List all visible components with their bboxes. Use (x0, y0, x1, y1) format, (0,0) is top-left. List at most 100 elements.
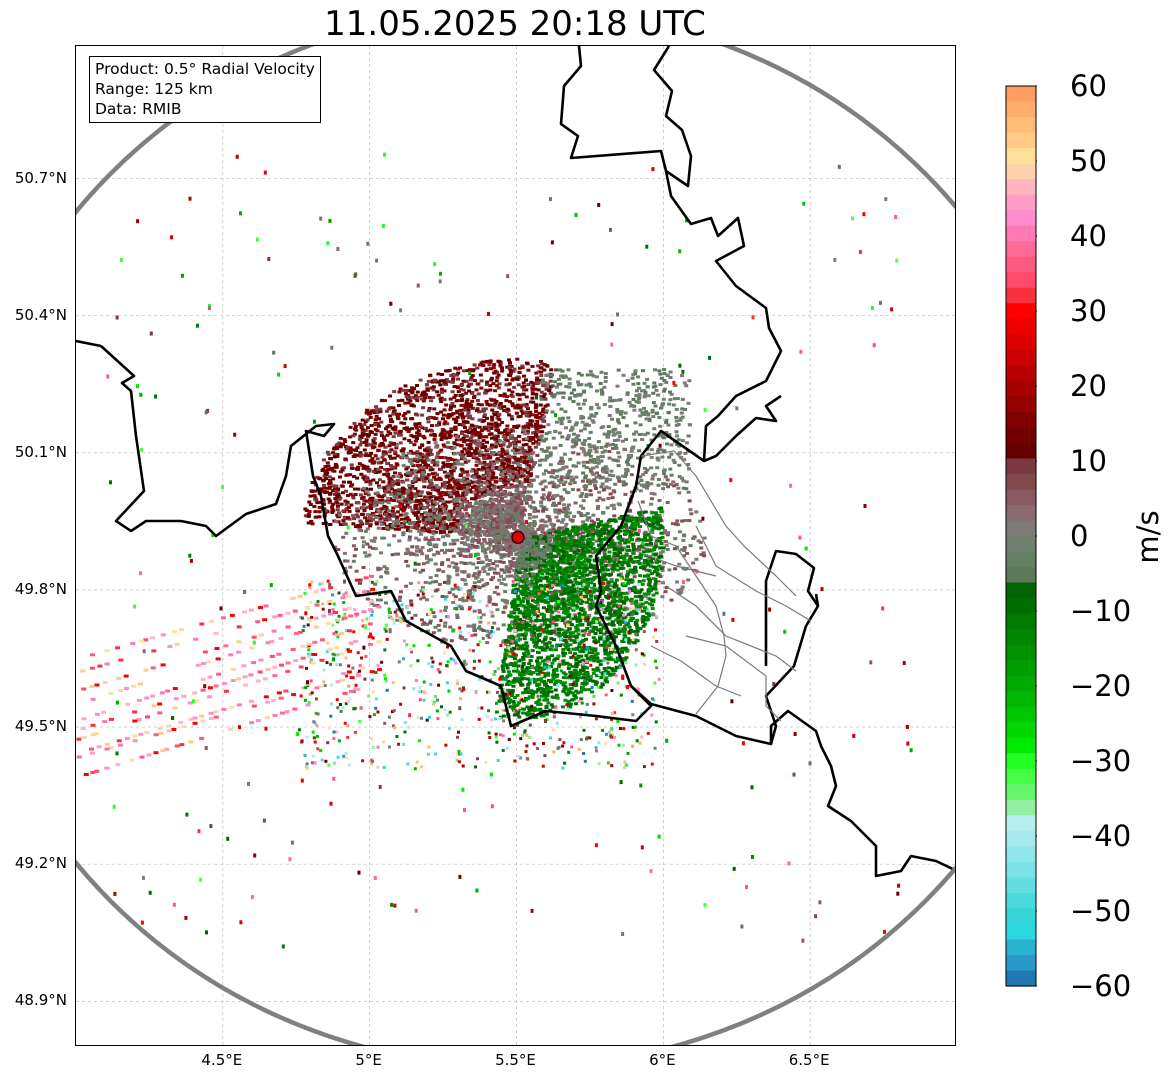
echo-pixel (476, 392, 481, 396)
echo-pixel (432, 461, 437, 465)
echo-pixel (480, 508, 485, 512)
echo-pixel (539, 436, 544, 440)
echo-pixel (525, 460, 530, 464)
echo-pixel (430, 472, 435, 476)
echo-pixel (564, 509, 569, 513)
echo-pixel (495, 545, 500, 548)
echo-pixel (473, 451, 478, 455)
echo-pixel (597, 474, 602, 478)
echo-pixel (412, 457, 417, 461)
echo-pixel (495, 460, 499, 464)
echo-pixel (425, 521, 430, 525)
echo-pixel (458, 412, 463, 416)
echo-pixel (506, 465, 511, 468)
echo-pixel (441, 535, 445, 539)
echo-pixel (526, 426, 531, 430)
echo-pixel (530, 419, 535, 423)
echo-pixel (528, 522, 533, 526)
echo-pixel (446, 577, 451, 581)
echo-pixel (567, 637, 572, 641)
echo-pixel (379, 575, 384, 579)
echo-pixel (625, 469, 630, 473)
echo-pixel (658, 575, 663, 578)
echo-pixel (587, 614, 592, 617)
echo-pixel (404, 454, 409, 458)
echo-pixel (376, 567, 381, 571)
echo-pixel (604, 477, 609, 481)
echo-pixel (492, 434, 497, 438)
echo-pixel (456, 508, 461, 511)
echo-pixel (435, 588, 440, 592)
echo-pixel (473, 544, 478, 548)
echo-pixel (325, 461, 330, 465)
echo-pixel (468, 589, 472, 593)
echo-pixel (379, 523, 384, 526)
echo-pixel (433, 477, 438, 481)
echo-pixel (668, 370, 673, 374)
echo-pixel (479, 429, 484, 433)
echo-pixel (446, 445, 451, 449)
echo-pixel (315, 475, 320, 479)
echo-pixel (543, 404, 548, 408)
echo-pixel (425, 629, 430, 633)
echo-pixel (408, 551, 413, 555)
echo-pixel (429, 558, 433, 562)
echo-pixel (595, 471, 599, 475)
echo-pixel (391, 506, 396, 510)
echo-pixel (520, 519, 525, 523)
echo-pixel (519, 502, 524, 506)
echo-pixel (615, 408, 620, 411)
echo-pixel (459, 518, 464, 522)
echo-pixel (535, 378, 539, 382)
echo-pixel (643, 471, 648, 474)
echo-pixel (474, 566, 479, 570)
echo-pixel (453, 421, 458, 424)
echo-pixel (502, 481, 507, 484)
echo-pixel (541, 384, 546, 388)
echo-pixel (645, 431, 650, 435)
echo-pixel (504, 458, 509, 461)
echo-pixel (503, 490, 508, 493)
echo-pixel (422, 621, 427, 625)
echo-pixel (576, 434, 581, 438)
echo-pixel (418, 492, 423, 496)
echo-pixel (504, 399, 509, 403)
echo-pixel (667, 455, 672, 459)
echo-pixel (460, 462, 465, 466)
echo-pixel (428, 510, 432, 513)
echo-pixel (410, 508, 415, 512)
echo-pixel (669, 598, 674, 602)
echo-pixel (604, 479, 609, 483)
echo-pixel (466, 573, 471, 577)
echo-pixel (465, 369, 470, 373)
echo-pixel (477, 610, 482, 614)
echo-pixel (561, 510, 566, 514)
echo-pixel (432, 463, 437, 467)
echo-pixel (374, 520, 379, 524)
echo-pixel (502, 409, 507, 412)
echo-pixel (372, 411, 377, 414)
echo-pixel (418, 502, 423, 506)
echo-pixel (474, 531, 479, 535)
echo-pixel (495, 536, 500, 540)
echo-pixel (354, 547, 358, 551)
echo-pixel (416, 538, 421, 542)
echo-pixel (547, 387, 552, 391)
echo-pixel (483, 445, 488, 449)
echo-pixel (501, 524, 506, 528)
echo-pixel (484, 500, 489, 504)
echo-pixel (382, 472, 387, 476)
echo-pixel (482, 419, 487, 423)
echo-pixel (678, 418, 683, 422)
map-area[interactable] (75, 45, 956, 1046)
echo-pixel (464, 531, 468, 535)
echo-pixel (351, 448, 356, 452)
echo-pixel (510, 395, 515, 398)
echo-pixel (403, 411, 408, 415)
echo-pixel (444, 493, 449, 497)
echo-pixel (393, 431, 398, 435)
echo-pixel (558, 480, 563, 484)
echo-pixel (460, 432, 464, 436)
echo-pixel (563, 452, 567, 456)
echo-pixel (539, 519, 544, 523)
